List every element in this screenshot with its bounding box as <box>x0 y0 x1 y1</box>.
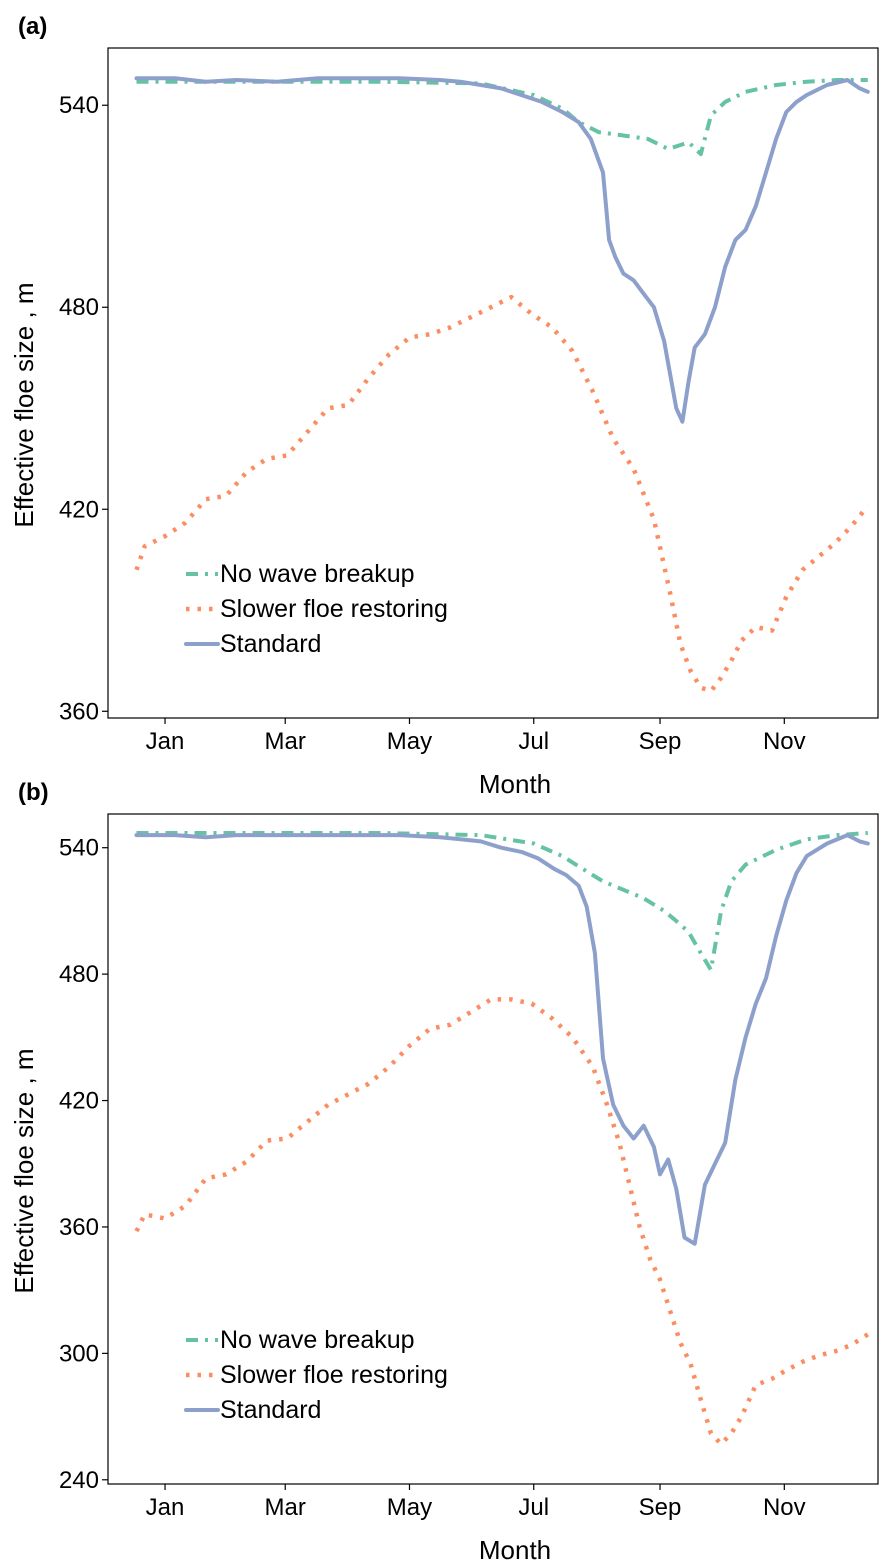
x-tick-label: Jan <box>146 728 185 755</box>
x-tick-label: May <box>387 1494 432 1521</box>
y-tick-label: 300 <box>59 1340 99 1367</box>
y-tick-label: 540 <box>59 835 99 862</box>
series-line-slower-floe-restoring <box>134 997 870 1447</box>
y-axis-title: Effective floe size , m <box>9 1048 39 1293</box>
x-tick-label: Nov <box>763 728 806 755</box>
y-tick-label: 540 <box>59 92 99 119</box>
x-tick-label: Sep <box>639 728 682 755</box>
y-tick-label: 480 <box>59 961 99 988</box>
series-line-no-wave-breakup <box>136 78 868 157</box>
legend-label: Slower floe restoring <box>220 595 448 623</box>
y-tick-label: 360 <box>59 1214 99 1241</box>
x-tick-label: Mar <box>265 728 306 755</box>
legend-label: Slower floe restoring <box>220 1361 448 1389</box>
panel-label: (b) <box>18 779 49 806</box>
panel-a: (a) 360 420 480 540 Jan Mar May Jul Sep Nov Month Ef… <box>9 13 879 799</box>
panel-b: (b) 240 300 360 420 480 540 Jan Mar May Jul Sep Nov M… <box>9 779 879 1565</box>
y-tick-label: 360 <box>59 698 99 725</box>
x-tick-label: Sep <box>639 1494 682 1521</box>
legend-label: No wave breakup <box>220 560 415 588</box>
plot-frame <box>107 47 879 719</box>
y-tick-label: 240 <box>59 1467 99 1494</box>
legend-label: No wave breakup <box>220 1326 415 1354</box>
x-tick-label: May <box>387 728 432 755</box>
series-line-no-wave-breakup <box>136 831 868 972</box>
x-tick-label: Jan <box>146 1494 185 1521</box>
x-tick-label: Jul <box>518 1494 549 1521</box>
x-tick-label: Jul <box>518 728 549 755</box>
x-axis-title: Month <box>479 769 551 799</box>
x-tick-label: Nov <box>763 1494 806 1521</box>
plot-frame <box>107 813 879 1485</box>
panel-label: (a) <box>18 13 47 40</box>
y-tick-label: 420 <box>59 496 99 523</box>
legend-label: Standard <box>220 1396 321 1424</box>
series-line-standard <box>134 833 870 1246</box>
y-tick-label: 420 <box>59 1088 99 1115</box>
series-line-standard <box>134 76 870 424</box>
y-axis-title: Effective floe size , m <box>9 282 39 527</box>
y-tick-label: 480 <box>59 294 99 321</box>
legend-label: Standard <box>220 630 321 658</box>
x-tick-label: Mar <box>265 1494 306 1521</box>
x-axis-title: Month <box>479 1535 551 1565</box>
